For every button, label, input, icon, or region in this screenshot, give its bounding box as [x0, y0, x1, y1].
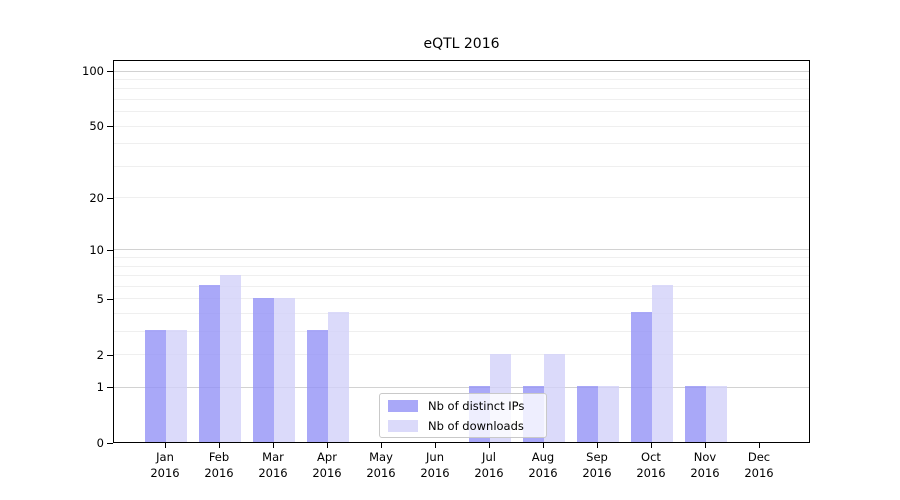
y-tick-label: 100 [82, 64, 104, 79]
gridline-major [114, 386, 809, 388]
y-tick-label: 5 [96, 291, 104, 306]
gridline-major [114, 70, 809, 72]
gridline-minor [114, 257, 809, 258]
legend-label-downloads: Nb of downloads [428, 418, 524, 433]
gridline-minor [114, 111, 809, 113]
x-tick-mark [543, 443, 544, 448]
gridline-major [114, 249, 809, 251]
gridline-minor [114, 298, 809, 300]
bar-downloads [274, 297, 295, 442]
bar-distinct-ips [145, 330, 166, 442]
bar-downloads [652, 285, 673, 442]
x-tick-mark [165, 443, 166, 448]
bar-distinct-ips [577, 386, 598, 442]
gridline-minor [114, 275, 809, 276]
gridline-minor [114, 265, 809, 267]
chart-title: eQTL 2016 [423, 36, 500, 52]
gridline-minor [114, 197, 809, 199]
gridline-minor [114, 99, 809, 101]
bar-downloads [706, 386, 727, 442]
y-tick-mark [107, 71, 113, 73]
x-tick-mark [759, 443, 760, 448]
x-tick-label: Mar 2016 [258, 450, 288, 480]
gridline-minor [114, 354, 809, 355]
legend-swatch-downloads-icon [388, 419, 418, 432]
bar-downloads [166, 330, 187, 442]
y-tick-mark [107, 443, 113, 444]
x-tick-mark [705, 443, 706, 448]
legend-item-distinct-ips: Nb of distinct IPs [388, 399, 546, 413]
x-tick-label: Sep 2016 [582, 450, 612, 480]
y-tick-mark [107, 249, 113, 251]
y-tick-label: 0 [96, 436, 104, 450]
x-tick-label: Oct 2016 [636, 450, 666, 480]
legend-item-downloads: Nb of downloads [388, 419, 546, 433]
x-tick-mark [219, 443, 220, 448]
y-tick-mark [107, 354, 113, 356]
y-tick-label: 20 [89, 190, 104, 205]
gridline-minor [114, 312, 809, 314]
y-tick-label: 1 [96, 380, 104, 395]
bar-downloads [220, 274, 241, 442]
bar-distinct-ips [253, 297, 274, 442]
bar-distinct-ips [685, 386, 706, 442]
x-tick-mark [381, 443, 382, 448]
y-tick-label: 50 [89, 119, 104, 134]
x-tick-label: Nov 2016 [690, 450, 720, 480]
x-tick-label: Apr 2016 [312, 450, 342, 480]
bar-downloads [328, 312, 349, 442]
bar-distinct-ips [307, 330, 328, 442]
gridline-minor [114, 88, 809, 90]
gridline-minor [114, 165, 809, 167]
x-tick-label: Jul 2016 [474, 450, 504, 480]
bar-distinct-ips [199, 285, 220, 442]
x-tick-mark [327, 443, 328, 448]
x-tick-label: Dec 2016 [744, 450, 774, 480]
y-tick-label: 2 [96, 347, 104, 362]
gridline-minor [114, 330, 809, 332]
y-tick-label: 10 [89, 242, 104, 257]
x-tick-label: Jun 2016 [420, 450, 450, 480]
plot-area: Nb of distinct IPs Nb of downloads [113, 60, 810, 443]
legend: Nb of distinct IPs Nb of downloads [379, 393, 547, 438]
gridline-minor [114, 143, 809, 145]
gridline-minor [114, 285, 809, 287]
bar-downloads [598, 386, 619, 442]
x-tick-label: May 2016 [366, 450, 396, 480]
x-tick-label: Jan 2016 [150, 450, 180, 480]
legend-swatch-distinct-ips-icon [388, 399, 418, 412]
x-tick-mark [435, 443, 436, 448]
y-tick-mark [107, 387, 113, 389]
y-tick-mark [107, 197, 113, 199]
x-tick-label: Aug 2016 [528, 450, 558, 480]
x-tick-mark [651, 443, 652, 448]
gridline-minor [114, 79, 809, 81]
legend-label-distinct-ips: Nb of distinct IPs [428, 398, 525, 413]
y-tick-mark [107, 298, 113, 300]
bar-distinct-ips [631, 312, 652, 442]
x-tick-mark [273, 443, 274, 448]
gridline-minor [114, 125, 809, 127]
x-tick-mark [597, 443, 598, 448]
x-tick-mark [489, 443, 490, 448]
x-tick-label: Feb 2016 [204, 450, 234, 480]
bar-downloads [544, 353, 565, 442]
y-tick-mark [107, 126, 113, 128]
